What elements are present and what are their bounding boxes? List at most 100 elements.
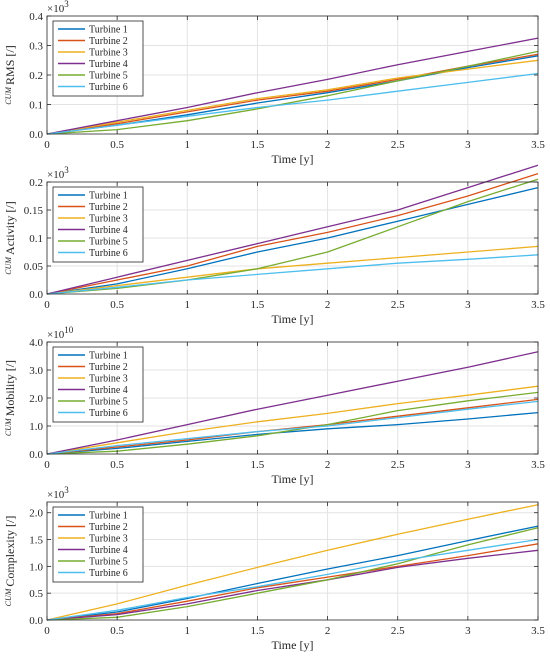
series-line-turbine-5 [46, 391, 539, 455]
y-tick-label: 0.5 [29, 588, 43, 600]
x-tick-label: 2.5 [391, 299, 405, 311]
legend-label-turbine-2: Turbine 2 [89, 36, 128, 47]
legend-box [52, 20, 144, 97]
y-axis-label: CUM RMS [/] [3, 45, 17, 104]
legend-label-turbine-1: Turbine 1 [89, 25, 128, 36]
series-line-turbine-3 [46, 59, 539, 135]
x-tick-label: 0.5 [110, 625, 124, 637]
x-tick-label: 2.5 [391, 139, 405, 151]
series-line-turbine-3 [46, 504, 539, 621]
y-axis-label: CUM Mobility [/] [3, 360, 17, 436]
legend-label-turbine-4: Turbine 4 [89, 385, 128, 396]
x-tick-label: 0.5 [110, 139, 124, 151]
legend-label-turbine-5: Turbine 5 [89, 71, 128, 82]
series-line-turbine-4 [46, 164, 539, 295]
x-tick-label: 0.5 [110, 299, 124, 311]
x-tick-label: 3.5 [531, 459, 545, 471]
series-line-turbine-6 [46, 254, 539, 295]
x-axis-label: Time [y] [272, 312, 314, 326]
legend-label-turbine-3: Turbine 3 [89, 48, 128, 59]
x-tick-label: 1.5 [251, 625, 265, 637]
x-tick-label: 2.5 [391, 625, 405, 637]
x-tick-label: 2 [325, 459, 331, 471]
x-tick-label: 2.5 [391, 459, 405, 471]
x-tick-label: 3.5 [531, 299, 545, 311]
legend-box [52, 506, 144, 583]
y-tick-label: 4.0 [29, 337, 43, 349]
x-tick-label: 0 [44, 139, 50, 151]
series-line-turbine-4 [46, 37, 539, 135]
chart-panel-2: 0 0.5 1 1.5 2 2.5 3 3.5 0.0 0.05 0.1 0.15 0.2 ×103 Tim… [3, 164, 545, 326]
legend-label-turbine-1: Turbine 1 [89, 511, 128, 522]
legend-label-turbine-3: Turbine 3 [89, 534, 128, 545]
series-line-turbine-6 [46, 538, 539, 621]
y-multiplier-label: ×103 [47, 485, 69, 501]
legend-label-turbine-4: Turbine 4 [89, 225, 128, 236]
x-tick-label: 3 [465, 139, 471, 151]
series-line-turbine-4 [46, 549, 539, 621]
y-tick-label: 0.0 [29, 289, 43, 301]
y-tick-label: 3.0 [29, 365, 43, 377]
legend-label-turbine-2: Turbine 2 [89, 522, 128, 533]
x-tick-label: 1 [185, 299, 191, 311]
y-tick-label: 1.5 [29, 535, 43, 547]
series-line-turbine-1 [46, 186, 539, 295]
series-line-turbine-1 [46, 411, 539, 455]
x-tick-label: 3.5 [531, 625, 545, 637]
y-tick-label: 0.0 [29, 615, 43, 627]
x-tick-label: 3.5 [531, 139, 545, 151]
legend-label-turbine-5: Turbine 5 [89, 237, 128, 248]
y-tick-label: 0.1 [29, 233, 43, 245]
series-line-turbine-1 [46, 525, 539, 621]
legend-label-turbine-5: Turbine 5 [89, 397, 128, 408]
x-tick-label: 2 [325, 625, 331, 637]
series-line-turbine-6 [46, 72, 539, 135]
x-tick-label: 2 [325, 299, 331, 311]
legend-label-turbine-5: Turbine 5 [89, 557, 128, 568]
y-tick-label: 0.2 [29, 177, 43, 189]
y-tick-label: 1.0 [29, 561, 43, 573]
x-tick-label: 1.5 [251, 139, 265, 151]
series-line-turbine-2 [46, 543, 539, 621]
y-tick-label: 0.3 [29, 41, 43, 53]
legend-label-turbine-4: Turbine 4 [89, 59, 128, 70]
x-tick-label: 3 [465, 459, 471, 471]
series-line-turbine-5 [46, 178, 539, 295]
y-multiplier-label: ×1010 [47, 325, 74, 341]
x-tick-label: 2 [325, 139, 331, 151]
series-line-turbine-3 [46, 245, 539, 295]
series-line-turbine-4 [46, 351, 539, 455]
y-tick-label: 0.0 [29, 449, 43, 461]
chart-panel-3: 0 0.5 1 1.5 2 2.5 3 3.5 0.0 1.0 2.0 3.0 4.0 ×1010 Time… [3, 325, 545, 486]
y-tick-label: 0.15 [24, 205, 44, 217]
legend-label-turbine-6: Turbine 6 [89, 248, 128, 259]
legend-label-turbine-3: Turbine 3 [89, 374, 128, 385]
series-line-turbine-5 [46, 50, 539, 135]
legend-box [52, 346, 144, 423]
x-axis-label: Time [y] [272, 152, 314, 166]
y-tick-label: 0.0 [29, 129, 43, 141]
x-tick-label: 1 [185, 625, 191, 637]
y-axis-label: CUM Activity [/] [3, 201, 17, 274]
axes-box [46, 501, 539, 621]
chart-panel-4: 0 0.5 1 1.5 2 2.5 3 3.5 0.0 0.5 1.0 1.5 2.0 ×103 Time … [3, 485, 545, 652]
series-line-turbine-6 [46, 400, 539, 455]
y-multiplier-label: ×103 [47, 165, 69, 181]
y-axis-label: CUM Complexity [/] [3, 516, 17, 607]
legend-label-turbine-4: Turbine 4 [89, 545, 128, 556]
y-tick-label: 0.4 [29, 11, 43, 23]
legend-label-turbine-2: Turbine 2 [89, 202, 128, 213]
x-tick-label: 1.5 [251, 299, 265, 311]
x-tick-label: 0 [44, 625, 50, 637]
series-line-turbine-2 [46, 398, 539, 455]
chart-panel-1: 0 0.5 1 1.5 2 2.5 3 3.5 0.0 0.1 0.2 0.3 0.4 ×103 Time … [3, 0, 545, 166]
legend-label-turbine-6: Turbine 6 [89, 82, 128, 93]
y-tick-label: 0.1 [29, 100, 43, 112]
series-line-turbine-5 [46, 527, 539, 621]
x-tick-label: 0 [44, 299, 50, 311]
